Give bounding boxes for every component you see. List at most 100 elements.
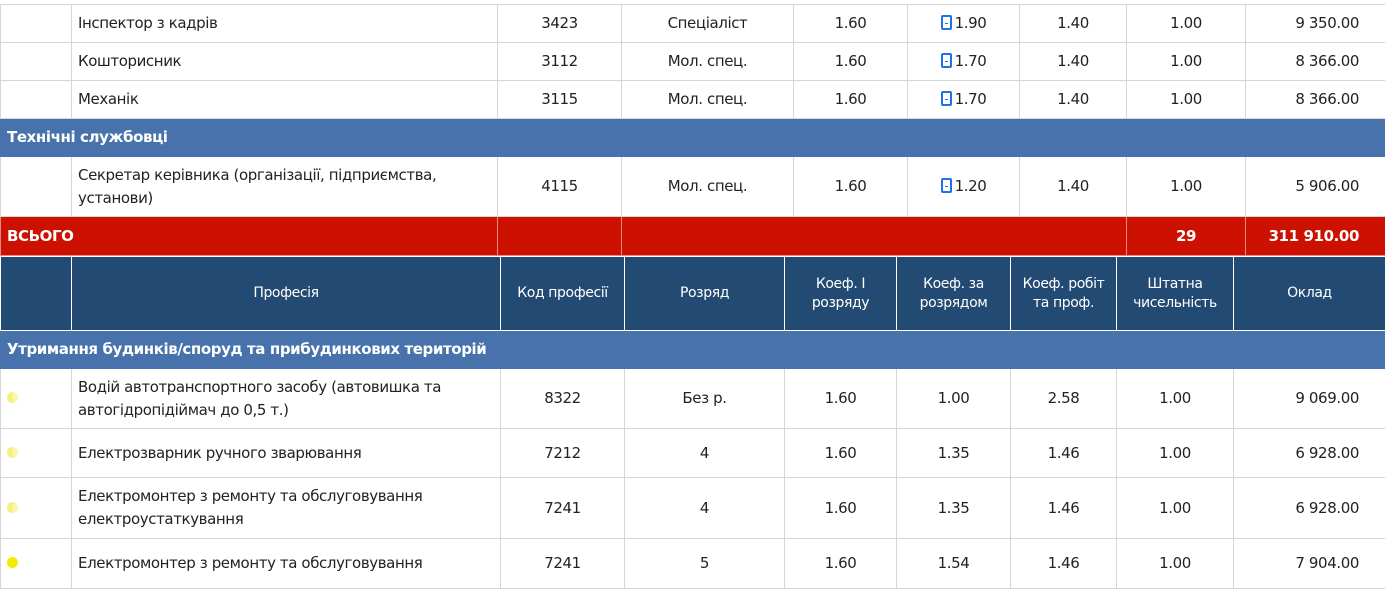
kg-cell: 1.54 xyxy=(897,539,1011,589)
document-icon[interactable] xyxy=(941,15,952,30)
kg-cell: 1.00 xyxy=(897,369,1011,429)
staff-cell: 1.00 xyxy=(1127,157,1246,217)
status-cell xyxy=(1,539,72,589)
full-status-icon xyxy=(7,557,18,568)
staff-table-bottom: Професія Код професії Розряд Коеф. І роз… xyxy=(0,256,1385,589)
profession-cell: Електромонтер з ремонту та обслуговуванн… xyxy=(72,539,501,589)
salary-cell: 7 904.00 xyxy=(1234,539,1385,589)
icon-cell xyxy=(1,43,72,81)
salary-cell: 5 906.00 xyxy=(1246,157,1385,217)
k1-cell: 1.60 xyxy=(794,81,908,119)
staff-cell: 1.00 xyxy=(1117,478,1234,539)
grade-cell: 4 xyxy=(625,429,785,478)
k1-cell: 1.60 xyxy=(785,478,897,539)
table-row[interactable]: Електромонтер з ремонту та обслуговуванн… xyxy=(1,539,1385,589)
kg-cell: 1.70 xyxy=(908,81,1020,119)
table-header: Професія Код професії Розряд Коеф. І роз… xyxy=(1,257,1385,331)
half-moon-status-icon xyxy=(7,392,18,403)
header-grade[interactable]: Розряд xyxy=(625,257,785,331)
header-staff[interactable]: Штатна чисельність xyxy=(1117,257,1234,331)
section-row: Утримання будинків/споруд та прибудинков… xyxy=(1,331,1385,369)
header-kg[interactable]: Коеф. за розрядом xyxy=(897,257,1011,331)
profession-cell: Кошторисник xyxy=(72,43,498,81)
profession-cell: Водій автотранспортного засобу (автовишк… xyxy=(72,369,501,429)
header-salary[interactable]: Оклад xyxy=(1234,257,1385,331)
staff-cell: 1.00 xyxy=(1127,43,1246,81)
salary-cell: 9 350.00 xyxy=(1246,5,1385,43)
kw-cell: 1.46 xyxy=(1011,478,1117,539)
header-kw[interactable]: Коеф. робіт та проф. xyxy=(1011,257,1117,331)
document-icon[interactable] xyxy=(941,91,952,106)
icon-cell xyxy=(1,81,72,119)
code-cell: 3112 xyxy=(498,43,622,81)
profession-cell: Електрозварник ручного зварювання xyxy=(72,429,501,478)
staff-cell: 1.00 xyxy=(1127,81,1246,119)
k1-cell: 1.60 xyxy=(794,5,908,43)
kw-cell: 1.40 xyxy=(1020,43,1127,81)
total-empty xyxy=(498,217,622,256)
profession-cell: Секретар керівника (організації, підприє… xyxy=(72,157,498,217)
total-empty xyxy=(622,217,1127,256)
header-code[interactable]: Код професії xyxy=(501,257,625,331)
grade-cell: Мол. спец. xyxy=(622,157,794,217)
k1-cell: 1.60 xyxy=(794,157,908,217)
salary-cell: 6 928.00 xyxy=(1234,429,1385,478)
code-cell: 7241 xyxy=(501,539,625,589)
grade-cell: Спеціаліст xyxy=(622,5,794,43)
kg-cell: 1.20 xyxy=(908,157,1020,217)
document-icon[interactable] xyxy=(941,178,952,193)
k1-cell: 1.60 xyxy=(794,43,908,81)
grade-cell: Мол. спец. xyxy=(622,81,794,119)
kw-cell: 1.46 xyxy=(1011,429,1117,478)
grade-cell: 4 xyxy=(625,478,785,539)
section-title: Утримання будинків/споруд та прибудинков… xyxy=(1,331,1385,369)
header-icon-col xyxy=(1,257,72,331)
kg-cell: 1.90 xyxy=(908,5,1020,43)
total-label: ВСЬОГО xyxy=(1,217,498,256)
icon-cell xyxy=(1,157,72,217)
k1-cell: 1.60 xyxy=(785,429,897,478)
kg-value: 1.20 xyxy=(955,177,987,195)
profession-cell: Електромонтер з ремонту та обслуговуванн… xyxy=(72,478,501,539)
header-k1[interactable]: Коеф. І розряду xyxy=(785,257,897,331)
kw-cell: 1.40 xyxy=(1020,5,1127,43)
section-row: Технічні службовці xyxy=(1,119,1385,157)
code-cell: 3423 xyxy=(498,5,622,43)
staff-cell: 1.00 xyxy=(1127,5,1246,43)
total-salary: 311 910.00 xyxy=(1246,217,1385,256)
code-cell: 7212 xyxy=(501,429,625,478)
half-moon-status-icon xyxy=(7,502,18,513)
salary-cell: 9 069.00 xyxy=(1234,369,1385,429)
code-cell: 7241 xyxy=(501,478,625,539)
kg-cell: 1.35 xyxy=(897,429,1011,478)
k1-cell: 1.60 xyxy=(785,539,897,589)
grade-cell: Мол. спец. xyxy=(622,43,794,81)
section-title: Технічні службовці xyxy=(1,119,1385,157)
kg-cell: 1.35 xyxy=(897,478,1011,539)
staff-cell: 1.00 xyxy=(1117,539,1234,589)
kg-cell: 1.70 xyxy=(908,43,1020,81)
table-row[interactable]: Електромонтер з ремонту та обслуговуванн… xyxy=(1,478,1385,539)
salary-cell: 8 366.00 xyxy=(1246,43,1385,81)
staff-cell: 1.00 xyxy=(1117,429,1234,478)
profession-cell: Інспектор з кадрів xyxy=(72,5,498,43)
kw-cell: 1.40 xyxy=(1020,81,1127,119)
table-row[interactable]: Водій автотранспортного засобу (автовишк… xyxy=(1,369,1385,429)
total-staff: 29 xyxy=(1127,217,1246,256)
icon-cell xyxy=(1,5,72,43)
grade-cell: Без р. xyxy=(625,369,785,429)
table-row[interactable]: Секретар керівника (організації, підприє… xyxy=(1,157,1385,217)
document-icon[interactable] xyxy=(941,53,952,68)
header-profession[interactable]: Професія xyxy=(72,257,501,331)
kg-value: 1.70 xyxy=(955,52,987,70)
profession-cell: Механік xyxy=(72,81,498,119)
k1-cell: 1.60 xyxy=(785,369,897,429)
grade-cell: 5 xyxy=(625,539,785,589)
kg-value: 1.70 xyxy=(955,90,987,108)
